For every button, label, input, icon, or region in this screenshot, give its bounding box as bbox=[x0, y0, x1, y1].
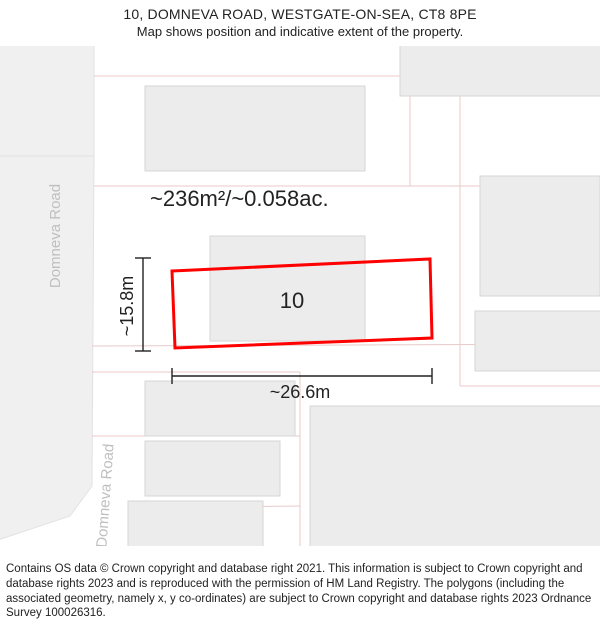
building bbox=[475, 311, 600, 371]
building bbox=[128, 501, 263, 546]
plot-number: 10 bbox=[280, 288, 304, 313]
page-subtitle: Map shows position and indicative extent… bbox=[0, 24, 600, 39]
header: 10, DOMNEVA ROAD, WESTGATE-ON-SEA, CT8 8… bbox=[0, 6, 600, 39]
dim-width-label: ~26.6m bbox=[270, 382, 331, 402]
footer-attribution: Contains OS data © Crown copyright and d… bbox=[6, 562, 594, 621]
building bbox=[145, 86, 365, 171]
page-frame: 10, DOMNEVA ROAD, WESTGATE-ON-SEA, CT8 8… bbox=[0, 0, 600, 625]
road-label: Domneva Road bbox=[47, 184, 64, 288]
building bbox=[145, 441, 280, 496]
building bbox=[400, 46, 600, 96]
building bbox=[310, 406, 600, 546]
road-fill bbox=[0, 46, 94, 546]
building bbox=[480, 176, 600, 296]
map-area: Domneva RoadDomneva Road10~236m²/~0.058a… bbox=[0, 46, 600, 546]
page-title: 10, DOMNEVA ROAD, WESTGATE-ON-SEA, CT8 8… bbox=[0, 6, 600, 22]
area-label: ~236m²/~0.058ac. bbox=[150, 186, 329, 211]
map-svg: Domneva RoadDomneva Road10~236m²/~0.058a… bbox=[0, 46, 600, 546]
dim-height-label: ~15.8m bbox=[117, 276, 137, 337]
